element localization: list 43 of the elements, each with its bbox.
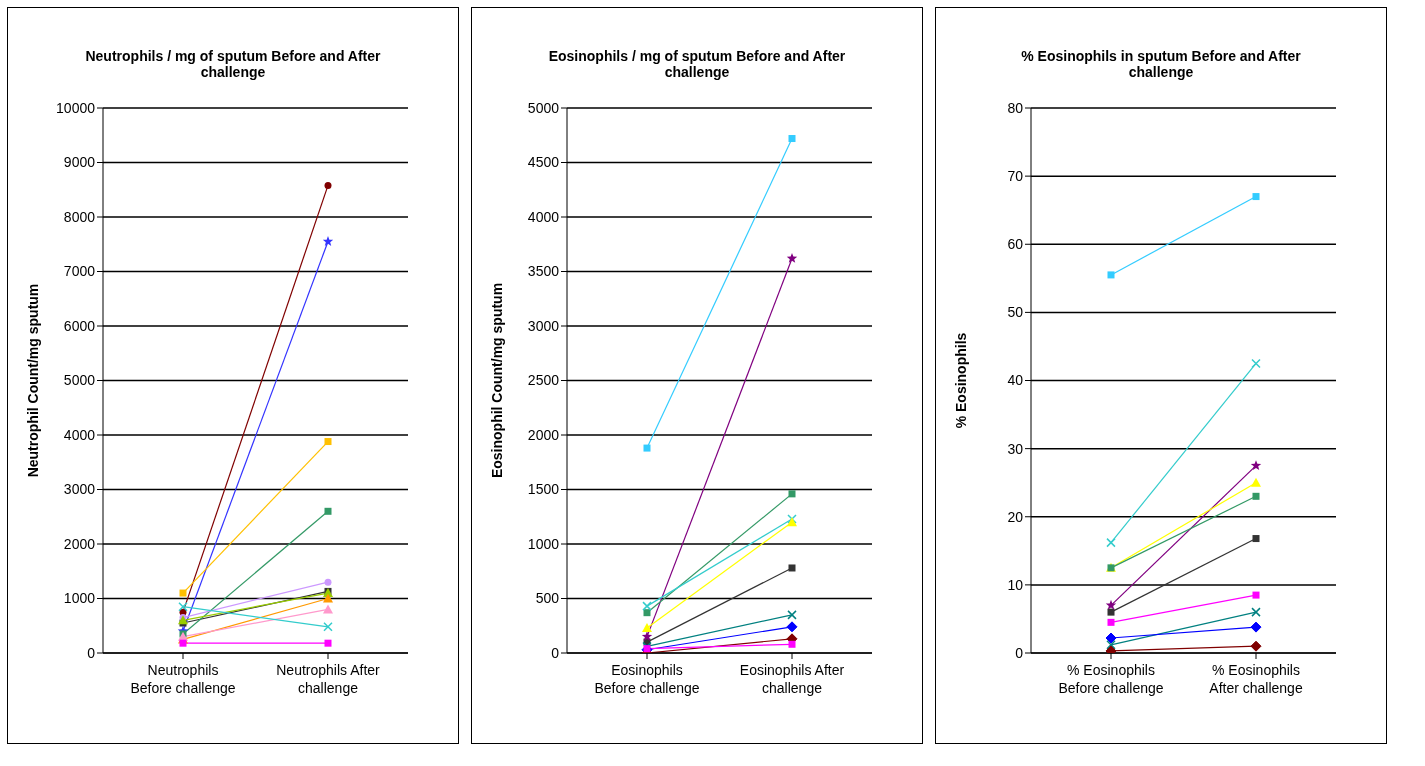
- y-tick-label: 1000: [63, 590, 96, 607]
- y-axis-title: % Eosinophils: [952, 332, 969, 429]
- y-tick-label: 0: [1015, 644, 1024, 661]
- x-tick-label: Neutrophils After challenge: [276, 662, 381, 696]
- y-tick-label: 30: [1007, 440, 1024, 457]
- y-tick-label: 0: [551, 644, 560, 661]
- y-tick-label: 20: [1007, 508, 1024, 525]
- y-tick-label: 3000: [63, 481, 96, 498]
- y-tick-label: 3500: [527, 263, 560, 280]
- y-tick-label: 10000: [56, 99, 96, 116]
- y-tick-label: 1500: [527, 481, 560, 498]
- y-tick-label: 4000: [527, 208, 560, 225]
- y-tick-label: 8000: [63, 208, 96, 225]
- y-tick-label: 500: [535, 590, 560, 607]
- y-tick-label: 80: [1007, 99, 1024, 116]
- y-axis-title: Eosinophil Count/mg sputum: [488, 282, 505, 479]
- y-tick-label: 4000: [63, 426, 96, 443]
- y-tick-label: 6000: [63, 317, 96, 334]
- y-tick-label: 50: [1007, 304, 1024, 321]
- y-tick-label: 70: [1007, 168, 1024, 185]
- chart-title: Eosinophils / mg of sputum Before and After challenge: [547, 48, 847, 82]
- y-tick-label: 2500: [527, 372, 560, 389]
- y-tick-label: 4500: [527, 154, 560, 171]
- y-tick-label: 0: [87, 644, 96, 661]
- y-tick-label: 5000: [63, 372, 96, 389]
- chart-title: % Eosinophils in sputum Before and After challenge: [1020, 48, 1302, 82]
- y-axis-title: Neutrophil Count/mg sputum: [24, 283, 41, 478]
- x-tick-label: % Eosinophils Before challenge: [1058, 662, 1164, 696]
- x-tick-label: Eosinophils After challenge: [739, 662, 845, 696]
- y-tick-label: 2000: [63, 535, 96, 552]
- y-tick-label: 2000: [527, 426, 560, 443]
- chart-title: Neutrophils / mg of sputum Before and After challenge: [84, 48, 382, 82]
- y-tick-label: 40: [1007, 372, 1024, 389]
- y-tick-label: 10: [1007, 576, 1024, 593]
- y-tick-label: 1000: [527, 535, 560, 552]
- y-tick-label: 9000: [63, 154, 96, 171]
- y-tick-label: 60: [1007, 236, 1024, 253]
- x-tick-label: % Eosinophils After challenge: [1209, 662, 1303, 696]
- x-tick-label: Neutrophils Before challenge: [130, 662, 236, 696]
- y-tick-label: 7000: [63, 263, 96, 280]
- y-tick-label: 3000: [527, 317, 560, 334]
- y-tick-label: 5000: [527, 99, 560, 116]
- x-tick-label: Eosinophils Before challenge: [594, 662, 700, 696]
